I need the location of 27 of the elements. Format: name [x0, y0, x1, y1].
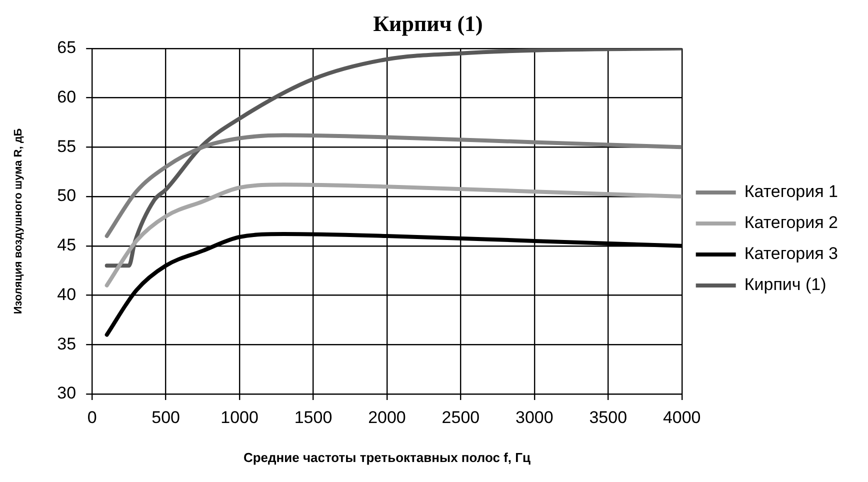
x-tick-label: 3500 — [589, 408, 628, 427]
legend-label: Категория 1 — [744, 182, 838, 202]
x-tick-label: 0 — [87, 408, 97, 427]
y-tick-label: 55 — [57, 136, 76, 156]
y-tick-label: 45 — [57, 236, 76, 255]
legend-label: Категория 2 — [744, 213, 838, 232]
y-tick-label: 40 — [57, 284, 76, 304]
line-series — [104, 133, 682, 238]
x-tick-label: 3000 — [516, 408, 554, 427]
x-tick-label: 4000 — [662, 408, 701, 427]
x-axis-title: Средние частоты третьоктавных полос f, Гц — [243, 450, 531, 465]
y-tick-label: 35 — [57, 334, 76, 354]
y-tick-label: 30 — [57, 384, 76, 403]
x-tick-label: 1000 — [220, 408, 258, 427]
y-tick-label: 50 — [57, 186, 76, 206]
line-series — [104, 48, 682, 268]
line-series — [104, 182, 682, 288]
x-tick-label: 1500 — [294, 408, 332, 427]
y-axis-title: Изоляция воздушного шума R, дБ — [12, 128, 25, 314]
y-tick-label: 65 — [57, 38, 76, 58]
x-tick-label: 2500 — [442, 408, 480, 427]
legend-label: Кирпич (1) — [744, 275, 826, 294]
x-tick-label: 2000 — [368, 408, 406, 427]
y-tick-label: 60 — [57, 87, 76, 106]
legend-label: Категория 3 — [744, 244, 838, 264]
x-tick-label: 500 — [152, 408, 180, 427]
chart-title: Кирпич (1) — [373, 10, 483, 36]
